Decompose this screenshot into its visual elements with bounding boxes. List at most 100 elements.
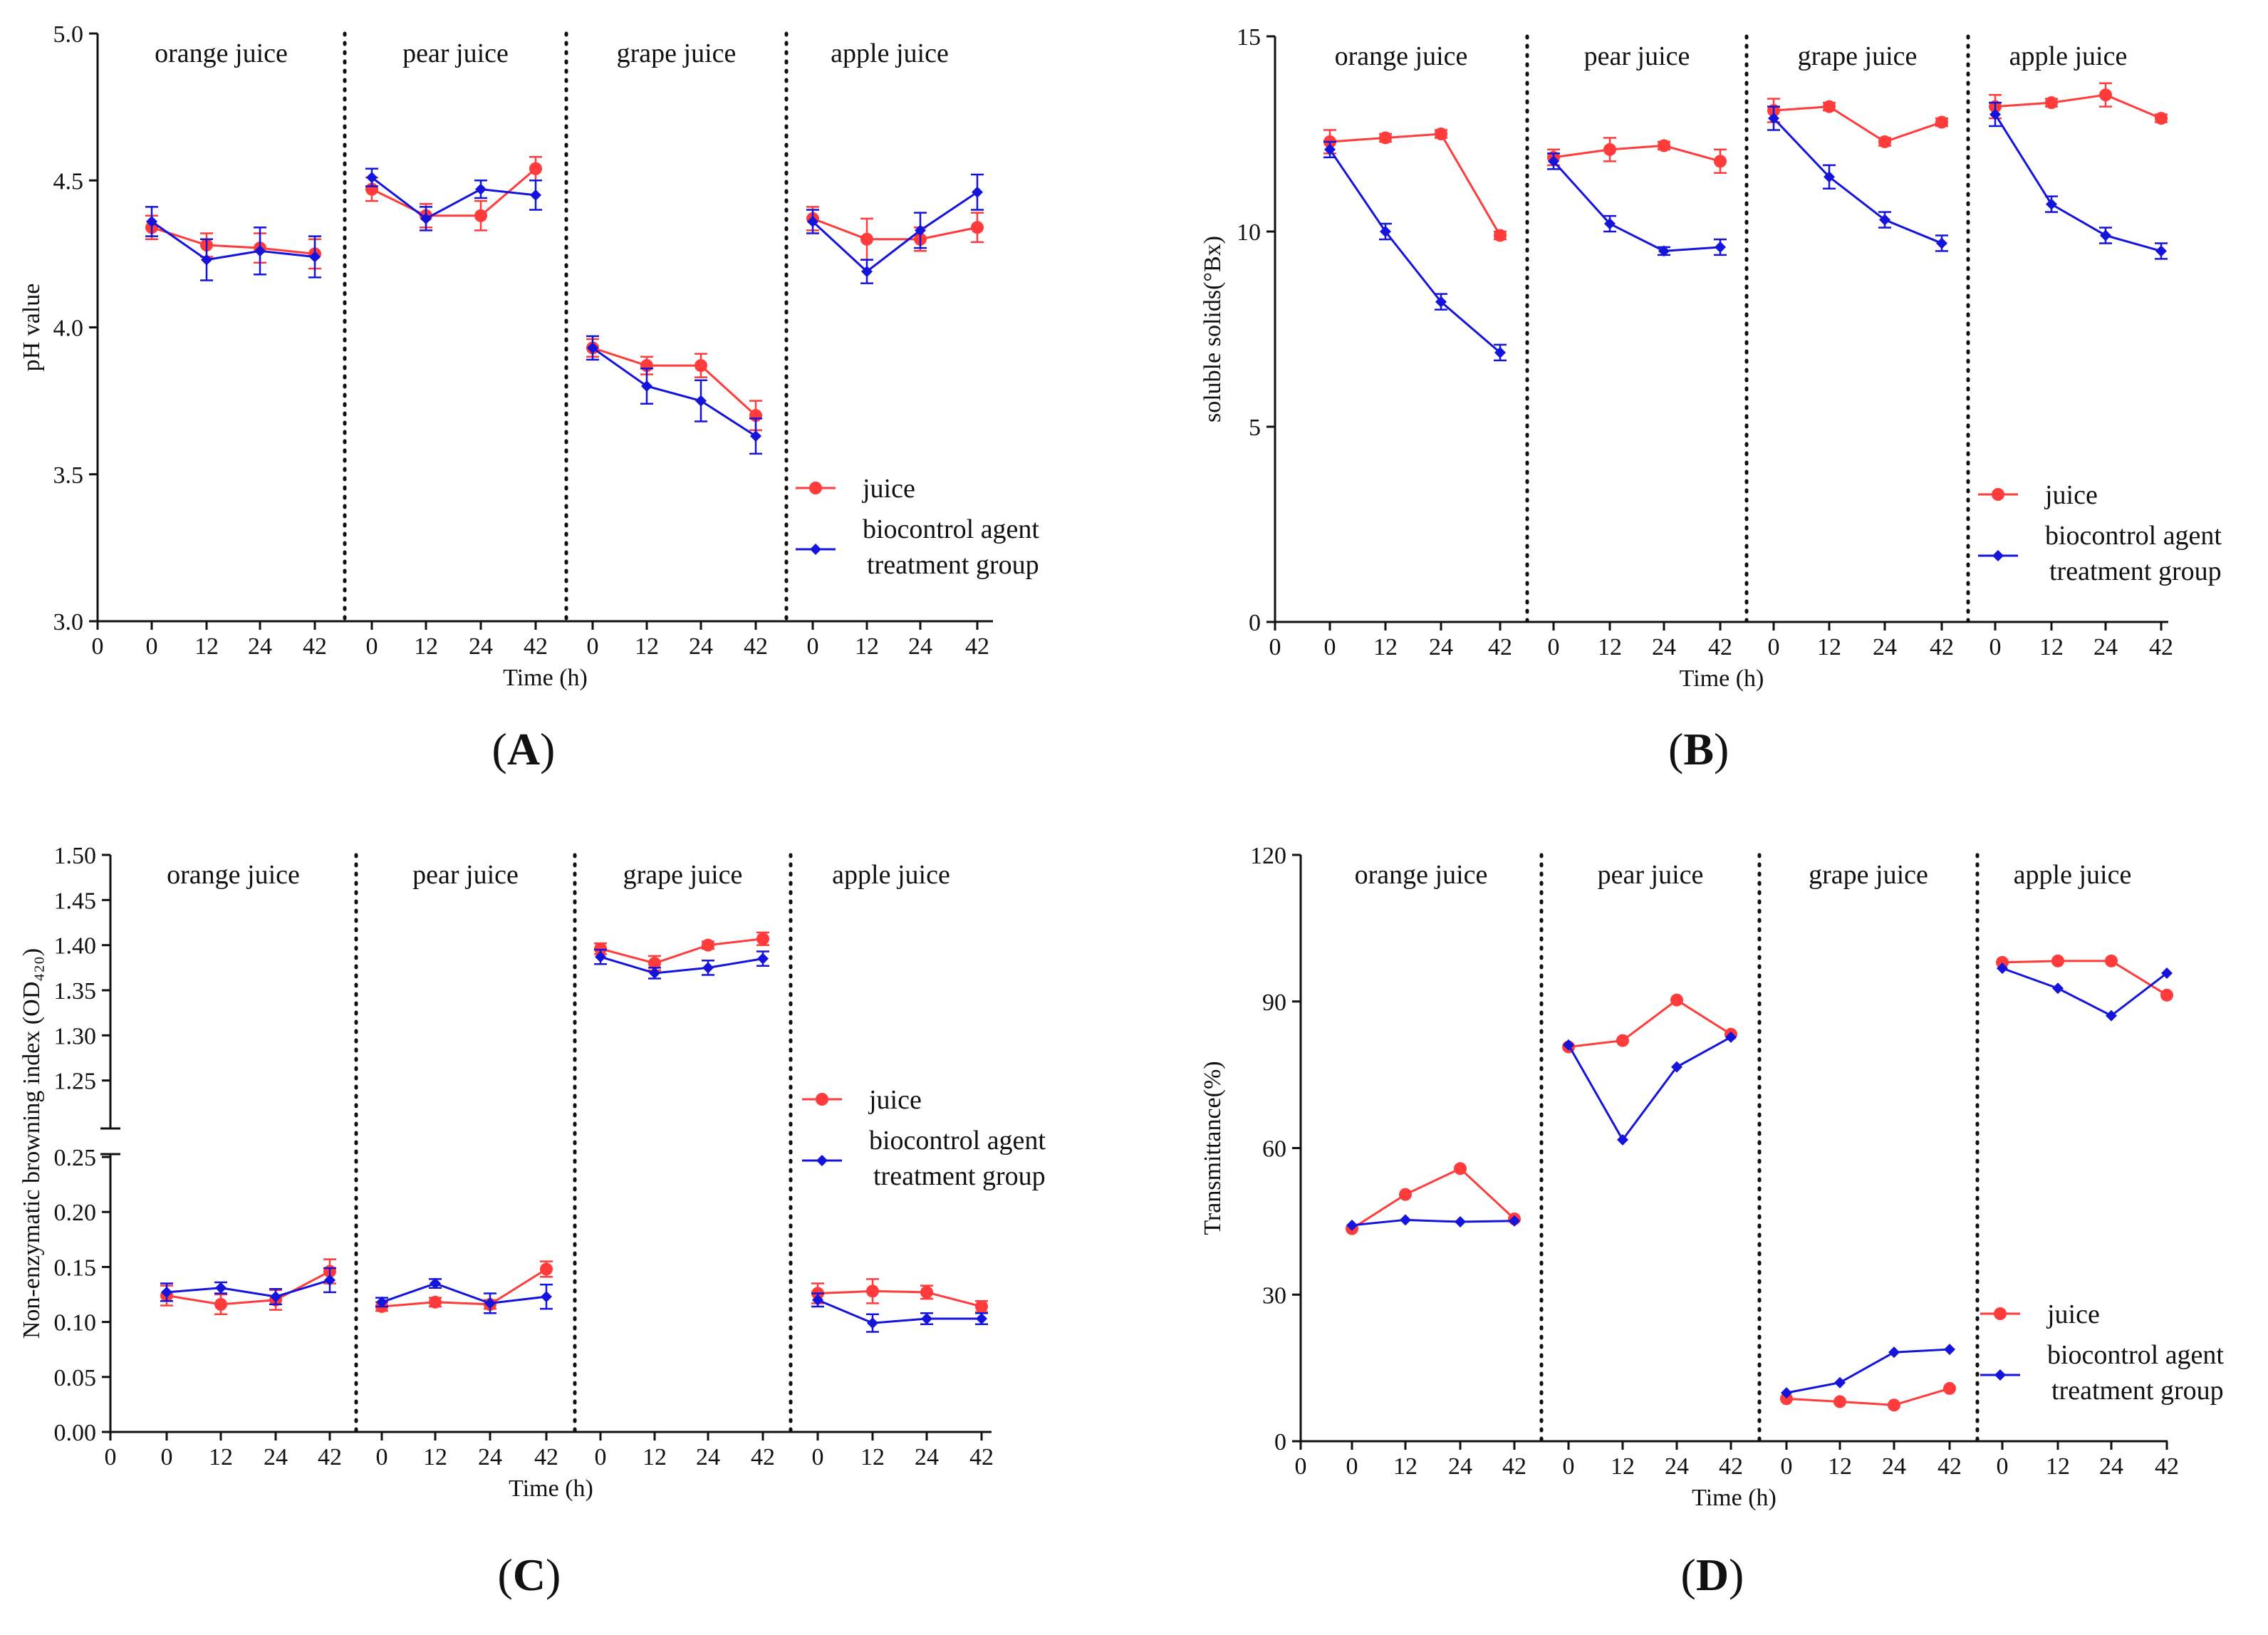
data-point [2155, 245, 2167, 257]
data-point [1454, 1162, 1467, 1175]
x-tick-label: 0 [812, 1444, 824, 1470]
panel-paren: ( [1681, 1550, 1696, 1600]
data-point [2160, 988, 2173, 1002]
y-axis-title: Transmittance(%) [1200, 1061, 1226, 1235]
data-point [420, 212, 432, 224]
x-tick-label: 0 [1295, 1453, 1307, 1480]
data-point [1324, 143, 1336, 155]
x-axis-title: Time (h) [509, 1475, 593, 1502]
data-point [2046, 198, 2057, 210]
legend-label: treatment group [867, 550, 1039, 580]
data-point [594, 942, 607, 955]
data-point [1563, 1039, 1574, 1051]
data-point [812, 1294, 823, 1306]
data-point [750, 430, 761, 442]
legend: juice biocontrol agent treatment group [1978, 480, 2222, 586]
data-point [756, 932, 769, 945]
y-tick-label: 4.5 [53, 168, 84, 194]
y-tick-label: 10 [1237, 219, 1261, 246]
data-point [921, 1312, 932, 1324]
y-tick-label: 4.0 [53, 316, 84, 342]
x-tick-label: 42 [744, 633, 768, 660]
data-point [1888, 1398, 1900, 1412]
x-tick-label: 0 [1989, 634, 2002, 660]
data-point [1943, 1381, 1956, 1395]
series-line [592, 346, 757, 417]
segment-label: apple juice [832, 860, 950, 890]
x-tick-label: 42 [2149, 634, 2173, 660]
legend-marker [1992, 488, 2004, 501]
x-tick-label: 12 [194, 633, 219, 660]
x-tick-label: 24 [469, 633, 493, 660]
data-point [860, 232, 873, 246]
series-line [811, 191, 978, 274]
data-point [1509, 1215, 1520, 1227]
data-point [430, 1277, 441, 1289]
series-line [1568, 998, 1732, 1049]
series-treatment [145, 167, 984, 455]
series-line [600, 938, 764, 965]
x-tick-label: 24 [1665, 1453, 1689, 1480]
data-point [866, 1284, 879, 1298]
x-tick-label: 0 [92, 633, 104, 660]
series-line [812, 217, 978, 241]
series-line [1329, 133, 1502, 237]
legend-label: biocontrol agent [2047, 1340, 2224, 1370]
x-tick-label: 0 [1997, 1453, 2009, 1480]
series-line [1994, 113, 2162, 252]
x-tick-label: 0 [1563, 1453, 1575, 1480]
x-tick-label: 0 [1781, 1453, 1793, 1480]
data-point [2045, 96, 2058, 110]
data-point [641, 380, 652, 392]
panel-label: (D) [1681, 1550, 1744, 1600]
y-tick-label: 0.10 [54, 1310, 97, 1336]
data-point [1494, 229, 1507, 242]
legend-marker [1992, 550, 2004, 561]
data-point [530, 189, 541, 201]
data-point [695, 359, 707, 373]
legend-marker [1994, 1369, 2006, 1381]
series-line [166, 1279, 331, 1298]
x-tick-label: 12 [2039, 634, 2064, 660]
segment-label: pear juice [402, 38, 509, 68]
segment-label: grape juice [617, 38, 737, 68]
segment-label: apple juice [2009, 41, 2128, 71]
x-tick-label: 12 [2046, 1453, 2070, 1480]
series-line [1773, 105, 1942, 143]
series-treatment [160, 948, 988, 1333]
legend-label: juice [868, 1085, 922, 1115]
x-tick-label: 24 [1652, 634, 1676, 660]
data-point [587, 342, 598, 354]
data-point [975, 1299, 988, 1313]
panel-paren: ( [492, 724, 507, 774]
data-point [1400, 1214, 1411, 1226]
data-point [1380, 226, 1391, 237]
data-point [270, 1291, 281, 1303]
y-tick-label: 5.0 [53, 21, 84, 48]
data-point [1768, 113, 1779, 125]
data-point [1834, 1376, 1846, 1389]
data-point [201, 254, 212, 266]
data-point [971, 221, 984, 234]
x-tick-label: 12 [1598, 634, 1622, 660]
y-tick-label: 30 [1262, 1282, 1286, 1309]
data-point [649, 967, 660, 979]
series-line [381, 1282, 547, 1304]
segment-label: apple juice [831, 38, 949, 68]
data-point [429, 1295, 442, 1309]
data-point [215, 1282, 227, 1294]
panel-label: (B) [1668, 724, 1729, 774]
data-point [529, 162, 542, 175]
legend-label: treatment group [2049, 556, 2222, 586]
data-point [1935, 115, 1948, 129]
data-point [1671, 1061, 1682, 1073]
x-tick-label: 0 [1768, 634, 1780, 660]
x-tick-label: 0 [1346, 1453, 1358, 1480]
data-point [1888, 1346, 1900, 1359]
legend-label: biocontrol agent [869, 1126, 1046, 1156]
x-tick-label: 0 [105, 1444, 117, 1470]
x-tick-label: 42 [1930, 634, 1954, 660]
y-tick-label: 1.45 [54, 888, 97, 914]
chart-panel-B: 0 5 10 15 0 orange juice 0 12 24 42 pear juice 0 12 2… [1200, 24, 2222, 692]
